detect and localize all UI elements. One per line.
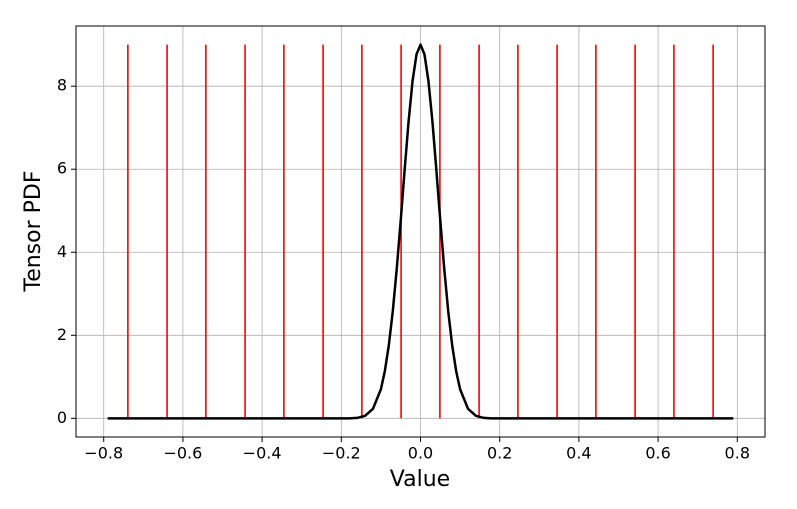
- x-tick-label: 0.8: [725, 444, 750, 463]
- x-tick-label: 0.4: [566, 444, 591, 463]
- x-axis-title: Value: [390, 467, 450, 492]
- y-tick-label: 0: [57, 408, 67, 427]
- y-axis-title: Tensor PDF: [21, 171, 46, 293]
- x-tick-label: −0.6: [163, 444, 202, 463]
- x-tick-label: 0.2: [487, 444, 512, 463]
- y-tick-label: 8: [57, 76, 67, 95]
- x-tick-label: −0.4: [243, 444, 282, 463]
- x-tick-label: −0.8: [84, 444, 123, 463]
- y-tick-label: 4: [57, 242, 67, 261]
- plot-frame: [75, 25, 766, 438]
- x-tick-label: −0.2: [322, 444, 361, 463]
- x-tick-label: 0.6: [645, 444, 670, 463]
- y-tick-label: 6: [57, 159, 67, 178]
- x-tick-label: 0.0: [408, 444, 433, 463]
- y-tick-label: 2: [57, 325, 67, 344]
- pdf-curve: [107, 43, 734, 420]
